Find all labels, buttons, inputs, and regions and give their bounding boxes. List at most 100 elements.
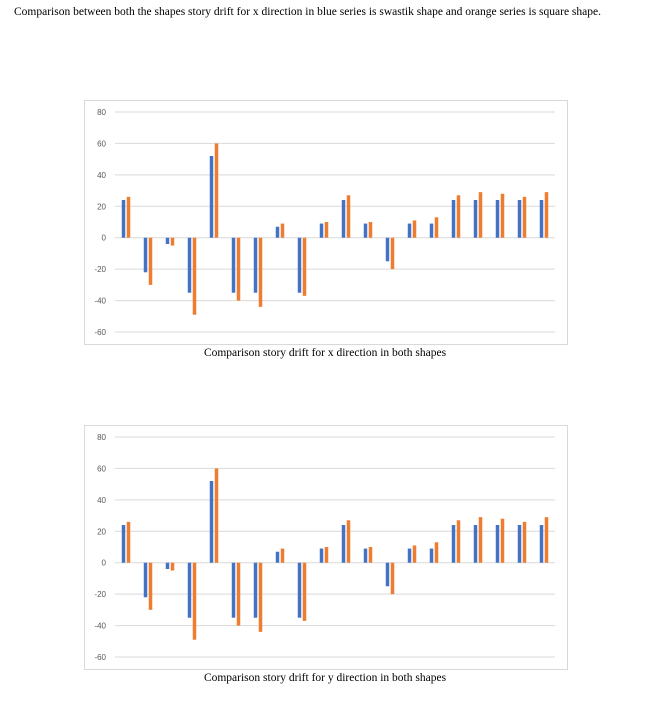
- chart-y-bar-series2: [412, 545, 417, 563]
- chart-y-bar-series2: [126, 521, 131, 563]
- chart-y-bar-series1: [319, 548, 324, 563]
- chart-y-bar-series2: [302, 562, 307, 621]
- chart-x-bar-series2: [390, 237, 395, 270]
- chart-y-bar-series2: [522, 521, 527, 563]
- chart-x-bar-series1: [495, 200, 500, 238]
- chart-x-ytick-label: 60: [97, 139, 106, 148]
- chart-y-bar-series1: [165, 562, 170, 569]
- chart-y-direction-title: Comparison story drift for y direction i…: [203, 672, 447, 684]
- chart-y-direction-plot: 80 60 40 20 0 -20 -40 -60: [94, 433, 555, 662]
- chart-x-bar-series2: [412, 220, 417, 238]
- chart-y-bar-series1: [253, 562, 258, 618]
- chart-x-ytick-label: 80: [97, 108, 106, 117]
- chart-y-ytick-label: -40: [94, 622, 106, 631]
- chart-x-bar-series2: [236, 237, 241, 301]
- chart-y-bar-series1: [341, 525, 346, 563]
- chart-y-ytick-label: 60: [97, 464, 106, 473]
- chart-x-bar-series2: [148, 237, 153, 285]
- chart-y-bar-series2: [170, 562, 175, 571]
- chart-x-bar-series1: [275, 226, 280, 238]
- chart-y-ytick-label: 40: [97, 496, 106, 505]
- chart-x-ytick-label: 40: [97, 171, 106, 180]
- chart-y-bar-series1: [429, 548, 434, 563]
- chart-x-bar-series2: [522, 196, 527, 238]
- chart-y-ytick-label: 20: [97, 527, 106, 536]
- chart-x-bar-series1: [539, 200, 544, 238]
- chart-x-bar-series2: [346, 195, 351, 238]
- chart-y-bar-series2: [214, 468, 219, 563]
- chart-x-bar-series1: [473, 200, 478, 238]
- chart-x-bar-series2: [192, 237, 197, 315]
- chart-y-bar-series2: [456, 520, 461, 563]
- chart-y-bar-series1: [297, 562, 302, 618]
- chart-x-bar-series1: [209, 156, 214, 238]
- chart-x-bar-series2: [126, 196, 131, 238]
- chart-y-bar-series1: [363, 548, 368, 563]
- chart-y-bar-series2: [500, 518, 505, 563]
- chart-y-bar-series2: [324, 547, 329, 563]
- chart-y-bar-series1: [143, 562, 148, 598]
- chart-x-bar-series1: [341, 200, 346, 238]
- chart-y-bar-series1: [539, 525, 544, 563]
- chart-x-bar-series2: [280, 223, 285, 238]
- chart-x-bar-series1: [407, 223, 412, 238]
- chart-y-bar-series2: [390, 562, 395, 595]
- chart-y-bar-series1: [517, 525, 522, 563]
- chart-x-ytick-label: -40: [94, 297, 106, 306]
- chart-x-bar-series2: [456, 195, 461, 238]
- chart-x-bar-series2: [214, 143, 219, 238]
- chart-x-bar-series1: [517, 200, 522, 238]
- chart-x-bar-series2: [368, 222, 373, 238]
- chart-y-bar-series1: [451, 525, 456, 563]
- chart-x-ytick-label: -60: [94, 328, 106, 337]
- chart-y-bar-series1: [275, 551, 280, 563]
- chart-x-bar-series1: [231, 237, 236, 293]
- chart-x-bar-series1: [319, 223, 324, 238]
- chart-x-ytick-label: 0: [102, 234, 107, 243]
- chart-y-bar-series1: [495, 525, 500, 563]
- chart-x-bar-series1: [385, 237, 390, 262]
- chart-x-direction-plot: 80 60 40 20 0 -20 -40 -60: [94, 108, 555, 337]
- chart-y-bar-series1: [385, 562, 390, 587]
- chart-x-direction-title: Comparison story drift for x direction i…: [203, 347, 447, 359]
- chart-x-bar-series1: [187, 237, 192, 293]
- chart-x-direction: 80 60 40 20 0 -20 -40 -60: [84, 100, 568, 345]
- chart-x-bar-series2: [544, 192, 549, 238]
- chart-x-bar-series1: [363, 223, 368, 238]
- chart-y-bar-series1: [231, 562, 236, 618]
- chart-y-ytick-label: 80: [97, 433, 106, 442]
- chart-y-bar-series1: [473, 525, 478, 563]
- chart-x-bar-series1: [429, 223, 434, 238]
- chart-x-bar-series1: [451, 200, 456, 238]
- chart-x-bar-series2: [170, 237, 175, 246]
- chart-x-ytick-label: -20: [94, 265, 106, 274]
- chart-x-bar-series2: [302, 237, 307, 296]
- chart-y-bar-series2: [258, 562, 263, 632]
- chart-x-bar-series1: [121, 200, 126, 238]
- chart-x-ytick-label: 20: [97, 202, 106, 211]
- chart-y-ytick-label: -60: [94, 653, 106, 662]
- chart-y-bar-series2: [148, 562, 153, 610]
- chart-x-bar-series1: [143, 237, 148, 273]
- chart-y-bar-series2: [544, 517, 549, 563]
- chart-x-bar-series2: [500, 193, 505, 238]
- chart-y-bar-series2: [368, 547, 373, 563]
- chart-y-bar-series2: [280, 548, 285, 563]
- chart-x-bar-series1: [253, 237, 258, 293]
- chart-x-bar-series2: [434, 217, 439, 238]
- chart-y-bar-series2: [346, 520, 351, 563]
- chart-y-bar-series1: [187, 562, 192, 618]
- chart-y-bar-series2: [478, 517, 483, 563]
- page-heading: Comparison between both the shapes story…: [14, 6, 601, 18]
- chart-y-bar-series1: [121, 525, 126, 563]
- chart-x-bar-series1: [297, 237, 302, 293]
- chart-x-bar-series1: [165, 237, 170, 244]
- chart-y-bar-series1: [407, 548, 412, 563]
- chart-y-bar-series2: [236, 562, 241, 626]
- chart-y-bar-series1: [209, 481, 214, 563]
- chart-y-bar-series2: [434, 542, 439, 563]
- chart-y-ytick-label: 0: [102, 559, 107, 568]
- chart-y-bar-series2: [192, 562, 197, 640]
- chart-y-ytick-label: -20: [94, 590, 106, 599]
- chart-x-bar-series2: [324, 222, 329, 238]
